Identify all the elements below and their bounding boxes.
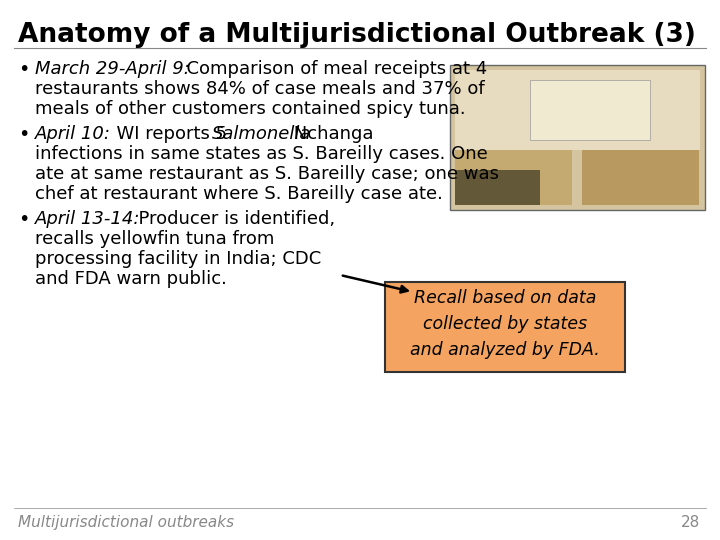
Text: April 10:: April 10: [35,125,111,143]
Text: •: • [18,60,30,79]
Text: March 29-April 9:: March 29-April 9: [35,60,190,78]
Bar [455,150,572,205]
Text: Salmonella: Salmonella [212,125,311,143]
Text: WI reports 5: WI reports 5 [105,125,233,143]
Text: ate at same restaurant as S. Bareilly case; one was: ate at same restaurant as S. Bareilly ca… [35,165,499,183]
Bar [530,80,650,140]
Text: infections in same states as S. Bareilly cases. One: infections in same states as S. Bareilly… [35,145,487,163]
Text: Producer is identified,: Producer is identified, [127,210,335,228]
Bar [450,65,705,210]
Text: Recall based on data
collected by states
and analyzed by FDA.: Recall based on data collected by states… [410,288,600,360]
Text: April 13-14:: April 13-14: [35,210,140,228]
Bar [385,282,625,372]
Text: 28: 28 [680,515,700,530]
Text: •: • [18,125,30,144]
Text: Anatomy of a Multijurisdictional Outbreak (3): Anatomy of a Multijurisdictional Outbrea… [18,22,696,48]
Text: Nchanga: Nchanga [288,125,374,143]
Text: meals of other customers contained spicy tuna.: meals of other customers contained spicy… [35,100,466,118]
Text: chef at restaurant where S. Bareilly case ate.: chef at restaurant where S. Bareilly cas… [35,185,443,203]
Bar [582,150,699,205]
Bar [455,170,540,205]
Text: Comparison of meal receipts at 4: Comparison of meal receipts at 4 [175,60,487,78]
Text: recalls yellowfin tuna from: recalls yellowfin tuna from [35,230,274,248]
Text: •: • [18,210,30,229]
Text: and FDA warn public.: and FDA warn public. [35,270,227,288]
Text: restaurants shows 84% of case meals and 37% of: restaurants shows 84% of case meals and … [35,80,485,98]
Text: Multijurisdictional outbreaks: Multijurisdictional outbreaks [18,515,234,530]
Bar [455,70,700,150]
Text: processing facility in India; CDC: processing facility in India; CDC [35,250,321,268]
